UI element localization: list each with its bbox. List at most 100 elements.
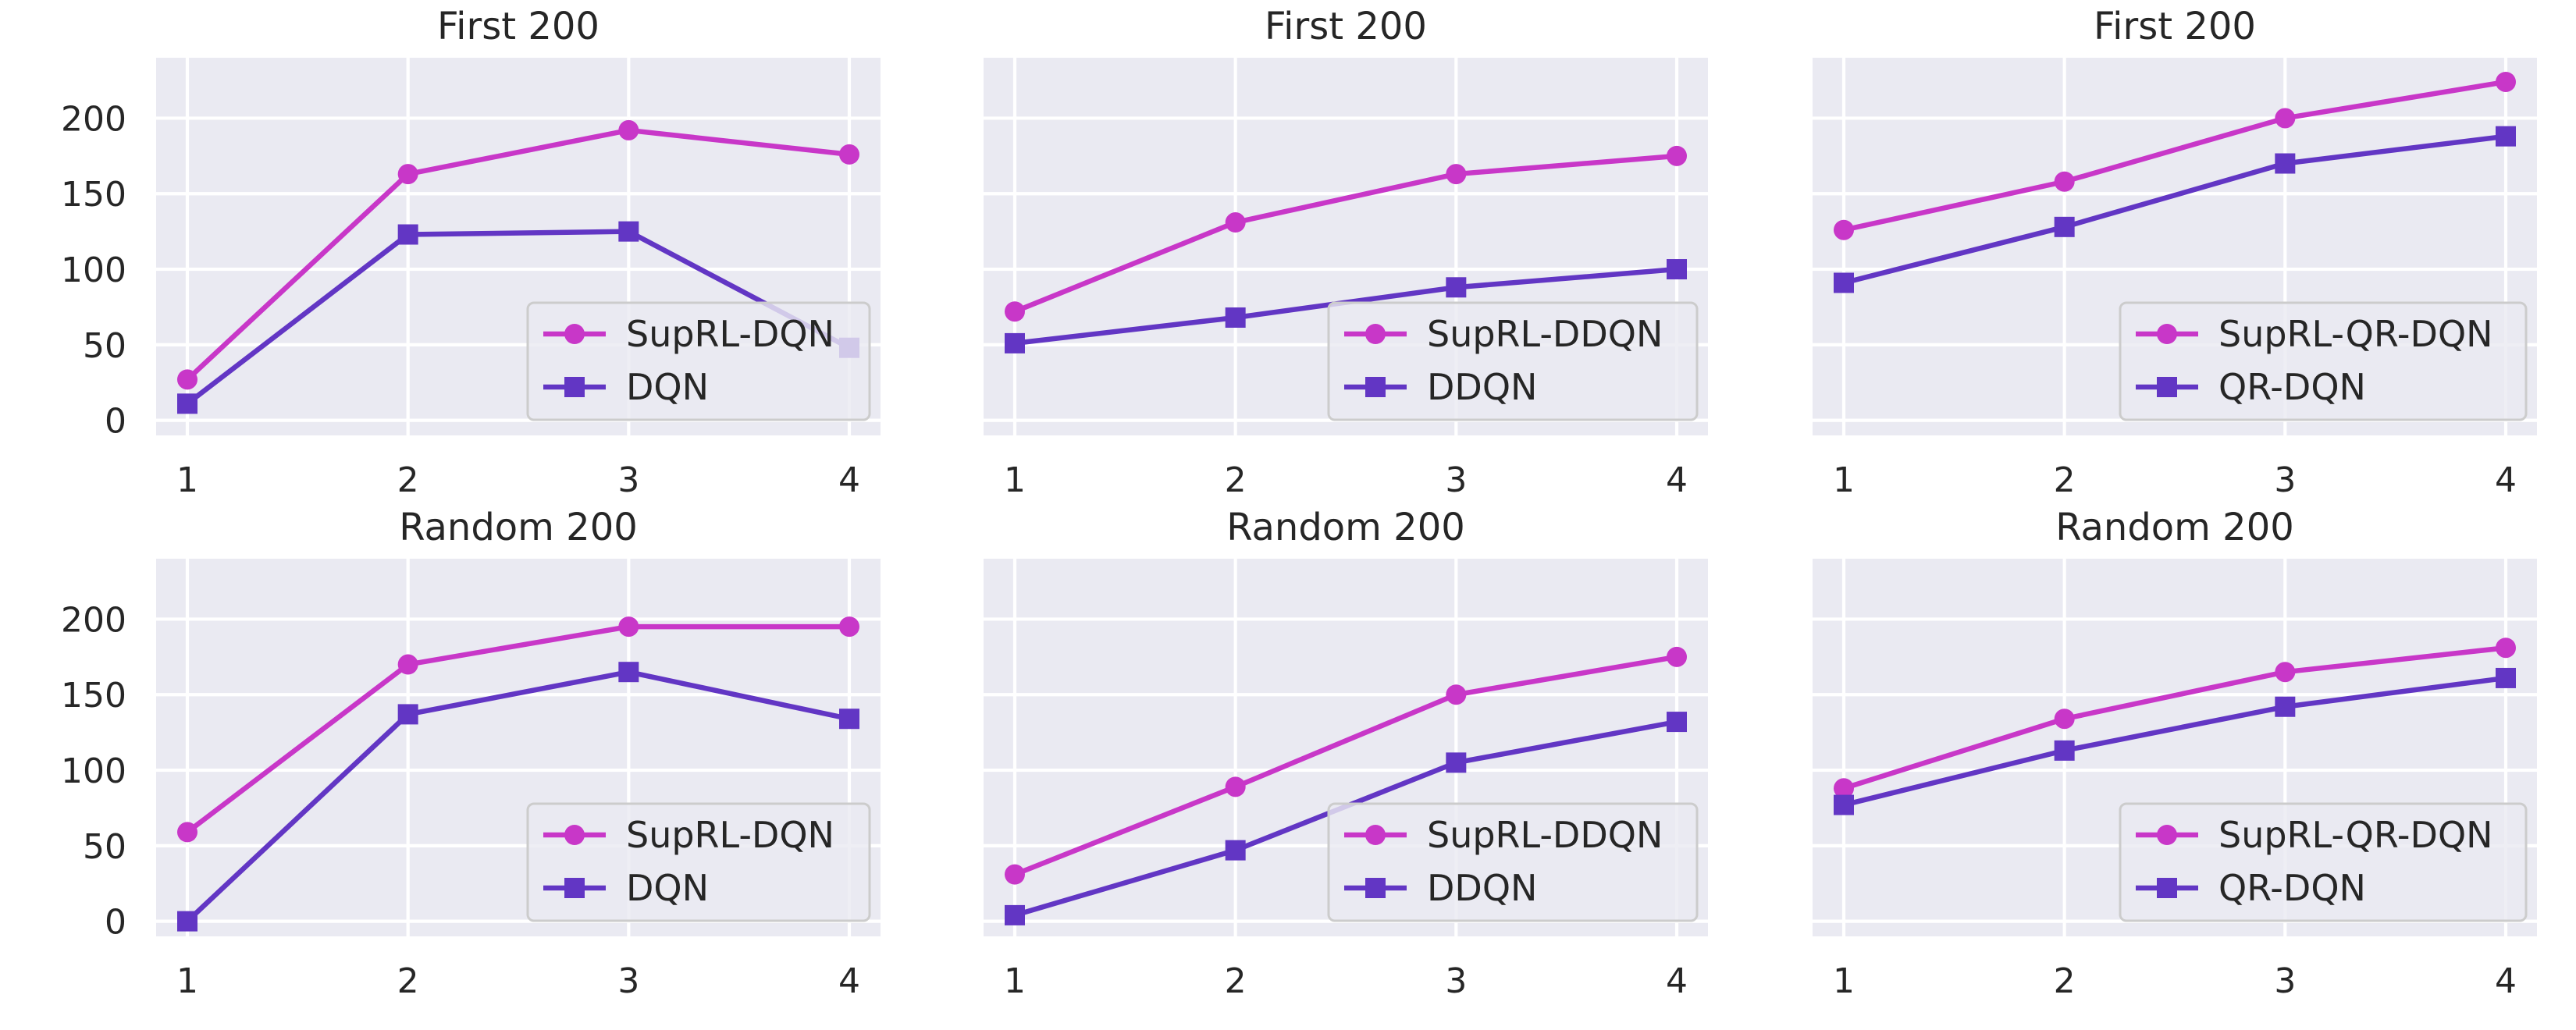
legend-box [1327, 802, 1699, 922]
data-point [1834, 272, 1854, 293]
chart-panel-6: 1 2 3 4 Random 200 SupRL-QR-DQN QR-DQN [1813, 506, 2537, 1001]
data-point [1446, 684, 1467, 705]
x-tick-label: 1 [176, 961, 198, 1001]
chart-panel-4: 1 2 3 4 0 50 100 150 200 Random 200 SupRL-DQN DQN [61, 506, 881, 1001]
legend-box [2119, 301, 2528, 421]
legend-marker [1365, 878, 1386, 898]
series-line-2 [185, 669, 850, 924]
legend-marker [564, 878, 585, 898]
data-point [1225, 776, 1246, 797]
data-point [1005, 301, 1025, 322]
data-point [2275, 153, 2296, 174]
legend: SupRL-DDQN DDQN [1327, 301, 1699, 421]
data-point [1667, 712, 1687, 733]
data-point [177, 822, 197, 843]
y-tick-label: 150 [61, 676, 126, 716]
data-point [397, 164, 418, 185]
data-point [1834, 794, 1854, 815]
y-tick-label: 200 [61, 99, 126, 139]
x-tick-label: 4 [1666, 460, 1688, 500]
legend-box [1327, 301, 1699, 421]
legend-label: SupRL-DDQN [1427, 313, 1663, 355]
data-point [2275, 108, 2296, 129]
series-line-1 [1013, 654, 1678, 877]
x-tick-label: 1 [1004, 460, 1026, 500]
data-point [2275, 696, 2296, 717]
data-point [1225, 212, 1246, 233]
legend-marker [2157, 377, 2177, 397]
x-tick-label: 2 [1225, 460, 1247, 500]
data-point [1225, 307, 1246, 328]
data-point [618, 616, 639, 638]
series-line-2 [1843, 675, 2507, 808]
data-point [2054, 171, 2075, 192]
legend-label: DDQN [1427, 366, 1537, 408]
y-tick-label: 150 [61, 175, 126, 215]
data-point [397, 654, 418, 675]
data-point [1446, 277, 1467, 298]
x-tick-label: 2 [397, 961, 419, 1001]
data-point [2054, 709, 2075, 730]
legend-marker [1365, 324, 1386, 344]
legend-label: DQN [626, 867, 709, 909]
data-point [1225, 840, 1246, 861]
legend-label: SupRL-QR-DQN [2218, 313, 2493, 355]
legend: SupRL-DDQN DDQN [1327, 802, 1699, 922]
data-point [177, 369, 197, 390]
x-tick-label: 1 [1004, 961, 1026, 1001]
x-tick-label: 1 [176, 460, 198, 500]
series-line-2 [1843, 133, 2507, 286]
chart-panel-2: 1 2 3 4 First 200 SupRL-DDQN DDQN [984, 5, 1708, 500]
data-point [1667, 145, 1687, 166]
data-point [618, 119, 639, 140]
data-point [839, 616, 859, 638]
chart-panel-1: 1 2 3 4 0 50 100 150 200 First 200 SupRL-DQN DQN [61, 5, 881, 500]
legend-marker [2157, 324, 2177, 344]
series-line-1 [1013, 153, 1678, 314]
x-tick-label: 3 [2274, 961, 2296, 1001]
y-tick-label: 50 [83, 326, 126, 366]
series-line-1 [1843, 645, 2507, 791]
y-tick-label: 100 [61, 250, 126, 290]
series-line-1 [186, 623, 849, 835]
legend-marker [1365, 377, 1386, 397]
data-point [1667, 646, 1687, 667]
x-tick-label: 4 [838, 961, 860, 1001]
x-tick-label: 4 [2495, 460, 2517, 500]
legend-label: SupRL-QR-DQN [2218, 814, 2493, 856]
series-line-1 [185, 127, 850, 382]
series-line-1 [1843, 79, 2507, 233]
legend-label: DQN [626, 366, 709, 408]
legend-marker [2157, 825, 2177, 845]
data-point [2054, 216, 2075, 237]
legend-label: SupRL-DQN [626, 814, 834, 856]
data-point [618, 221, 639, 242]
legend-marker [1365, 825, 1386, 845]
x-tick-label: 4 [2495, 961, 2517, 1001]
x-tick-label: 2 [2054, 961, 2076, 1001]
legend: SupRL-QR-DQN QR-DQN [2119, 802, 2528, 922]
data-point [1834, 778, 1854, 799]
panel-title: First 200 [1265, 5, 1427, 48]
y-tick-label: 100 [61, 751, 126, 791]
data-point [2275, 662, 2296, 683]
panel-title: First 200 [437, 5, 600, 48]
panel-title: Random 200 [399, 506, 638, 549]
data-point [2496, 126, 2516, 147]
data-point [2054, 740, 2075, 761]
data-point [2496, 638, 2516, 659]
legend-label: QR-DQN [2218, 366, 2366, 408]
x-tick-label: 3 [2274, 460, 2296, 500]
data-point [839, 144, 859, 165]
chart-panel-3: 1 2 3 4 First 200 SupRL-QR-DQN QR-DQN [1813, 5, 2537, 500]
data-point [1446, 752, 1467, 773]
x-tick-label: 2 [2054, 460, 2076, 500]
x-tick-label: 4 [1666, 961, 1688, 1001]
data-point [2496, 71, 2516, 92]
data-point [1446, 164, 1467, 185]
data-point [177, 393, 197, 414]
x-tick-label: 2 [397, 460, 419, 500]
x-tick-label: 1 [1833, 961, 1855, 1001]
legend-marker [2157, 878, 2177, 898]
